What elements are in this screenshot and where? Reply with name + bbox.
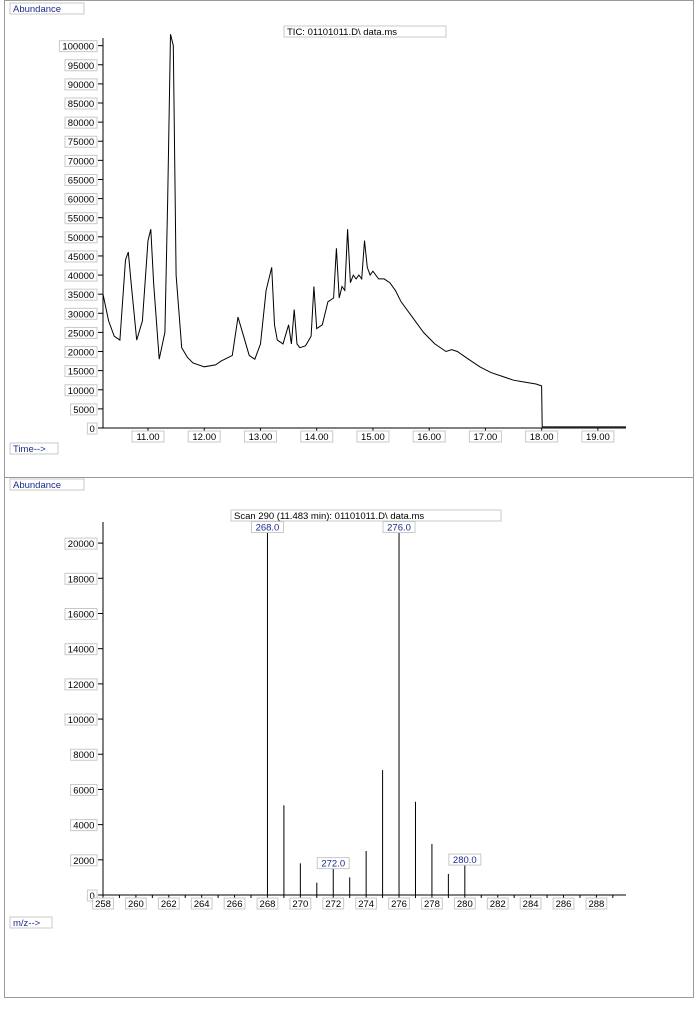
y-tick-label: 15000 — [64, 365, 98, 378]
x-tick-label: 13.00 — [243, 430, 277, 443]
ylabel-box: Abundance — [9, 2, 85, 15]
y-tick-label-text: 10000 — [68, 386, 94, 397]
xlabel: Time--> — [13, 444, 46, 455]
y-tick-label-text: 75000 — [68, 137, 94, 148]
x-tick-label: 19.00 — [581, 430, 615, 443]
xlabel-box: Time--> — [9, 442, 59, 455]
y-tick-label: 50000 — [64, 231, 98, 244]
x-tick-label-text: 18.00 — [530, 432, 554, 443]
y-tick-label-text: 60000 — [68, 195, 94, 206]
x-tick-label: 11.00 — [131, 430, 165, 443]
title-box: TIC: 01101011.D\ data.ms — [283, 25, 447, 38]
y-tick-label: 90000 — [64, 78, 98, 91]
y-tick-label: 25000 — [64, 326, 98, 339]
y-tick-label: 40000 — [64, 269, 98, 282]
x-tick-label-text: 14.00 — [305, 432, 329, 443]
y-tick-label-text: 85000 — [68, 99, 94, 110]
y-tick-label: 100000 — [58, 40, 98, 53]
y-tick-label-text: 5000 — [73, 405, 94, 416]
y-tick-label: 0 — [86, 422, 98, 435]
x-tick-label-text: 13.00 — [249, 432, 273, 443]
x-tick-label: 18.00 — [525, 430, 559, 443]
y-tick-label-text: 50000 — [68, 233, 94, 244]
y-tick-label-text: 15000 — [68, 367, 94, 378]
x-tick-label-text: 19.00 — [586, 432, 610, 443]
x-tick-label-text: 15.00 — [361, 432, 385, 443]
y-tick-label: 60000 — [64, 193, 98, 206]
panel-divider — [4, 477, 694, 478]
report-frame — [4, 0, 694, 998]
x-tick-label: 12.00 — [187, 430, 221, 443]
y-tick-label: 65000 — [64, 173, 98, 186]
tic-trace — [102, 34, 626, 428]
y-tick-label: 55000 — [64, 212, 98, 225]
y-tick-label: 80000 — [64, 116, 98, 129]
y-tick-label-text: 100000 — [62, 42, 94, 53]
x-tick-label-text: 11.00 — [136, 432, 159, 443]
y-tick-label: 45000 — [64, 250, 98, 263]
y-tick-label-text: 0 — [90, 424, 95, 435]
y-tick-label: 75000 — [64, 135, 98, 148]
x-tick-label-text: 17.00 — [474, 432, 498, 443]
y-tick-label: 70000 — [64, 154, 98, 167]
y-tick-label: 30000 — [64, 307, 98, 320]
y-tick-label-text: 35000 — [68, 290, 94, 301]
y-tick-label-text: 70000 — [68, 156, 94, 167]
x-axis-ticks: 11.00 12.00 13.00 14.00 15.00 16.00 17.00 18.00… — [131, 428, 615, 443]
x-tick-label: 14.00 — [300, 430, 334, 443]
y-tick-label-text: 80000 — [68, 118, 94, 129]
y-tick-label-text: 45000 — [68, 252, 94, 263]
y-tick-label: 35000 — [64, 288, 98, 301]
tic-chart: Abundance TIC: 01101011.D\ data.ms 0 5000… — [9, 2, 626, 455]
x-tick-label: 15.00 — [356, 430, 390, 443]
y-tick-label: 95000 — [64, 59, 98, 72]
y-tick-label-text: 20000 — [68, 348, 94, 359]
y-tick-label: 10000 — [64, 384, 98, 397]
y-tick-label: 20000 — [64, 346, 98, 359]
y-tick-label-text: 30000 — [68, 309, 94, 320]
x-tick-label-text: 12.00 — [192, 432, 216, 443]
y-tick-label-text: 65000 — [68, 175, 94, 186]
x-tick-label-text: 16.00 — [417, 432, 441, 443]
x-tick-label: 17.00 — [468, 430, 502, 443]
x-tick-label: 16.00 — [412, 430, 446, 443]
y-tick-label-text: 55000 — [68, 214, 94, 225]
chart-title: TIC: 01101011.D\ data.ms — [287, 27, 397, 38]
y-tick-label-text: 90000 — [68, 80, 94, 91]
y-tick-label-text: 95000 — [68, 61, 94, 72]
y-tick-label-text: 40000 — [68, 271, 94, 282]
y-tick-label: 85000 — [64, 97, 98, 110]
ylabel: Abundance — [13, 4, 61, 15]
y-tick-label-text: 25000 — [68, 328, 94, 339]
y-tick-label: 5000 — [70, 403, 98, 416]
y-axis-ticks: 0 5000 10000 15000 20000 25000 30000 35000 40000… — [58, 40, 103, 435]
